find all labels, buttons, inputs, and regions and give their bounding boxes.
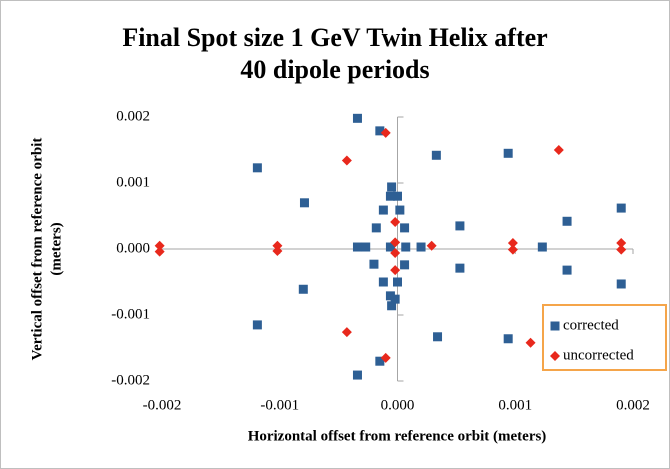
point (352, 370, 362, 380)
point (390, 216, 401, 227)
point (380, 127, 391, 138)
point (395, 205, 405, 215)
point (503, 334, 513, 344)
point (371, 223, 381, 233)
point (385, 242, 395, 252)
point (299, 198, 309, 208)
point (375, 126, 385, 136)
y-tick-label: 0.000 (116, 240, 150, 256)
point (416, 242, 426, 252)
point (352, 242, 362, 252)
x-tick-label: 0.001 (498, 397, 532, 413)
point (400, 260, 410, 270)
point (375, 356, 385, 366)
point (154, 246, 165, 257)
x-tick-label: -0.001 (260, 397, 299, 413)
point (298, 284, 308, 294)
point (387, 182, 397, 192)
chart-subtitle: 40 dipole periods (240, 55, 429, 84)
point (361, 242, 371, 252)
point (616, 238, 627, 249)
point (507, 238, 518, 249)
point (393, 277, 402, 287)
y-axis-label: Vertical offset from reference orbit (29, 138, 45, 361)
y-tick-label: 0.001 (116, 174, 150, 190)
point (252, 163, 262, 173)
point (272, 245, 283, 256)
point (553, 145, 564, 155)
point (393, 191, 402, 201)
point (390, 294, 400, 304)
point (562, 265, 572, 275)
point (455, 263, 465, 273)
point (537, 242, 547, 252)
legend-swatch (550, 321, 560, 331)
point (272, 240, 283, 251)
x-axis-label: Horizontal offset from reference orbit (… (248, 428, 547, 444)
x-tick-label: 0.002 (616, 397, 650, 413)
point (387, 301, 397, 311)
point (380, 352, 391, 363)
point (385, 191, 395, 201)
x-tick-label: -0.002 (143, 397, 182, 413)
point (400, 223, 410, 233)
legend-swatch (550, 351, 560, 361)
legend-box (542, 304, 667, 371)
point (503, 148, 513, 158)
point (616, 203, 626, 213)
point (431, 150, 441, 160)
point (433, 332, 443, 342)
point (455, 221, 465, 231)
chart-title: Final Spot size 1 GeV Twin Helix after (122, 23, 547, 52)
point (369, 259, 379, 269)
point (562, 216, 572, 226)
point (154, 240, 165, 251)
point (341, 155, 352, 166)
point (525, 337, 536, 348)
point (390, 237, 401, 248)
point (390, 265, 401, 276)
point (252, 320, 262, 330)
y-axis-label: (meters) (48, 222, 64, 275)
point (401, 242, 411, 252)
point (616, 279, 626, 289)
legend-label: uncorrected (563, 347, 634, 363)
legend-label: corrected (563, 317, 619, 333)
point (616, 244, 627, 255)
y-tick-label: -0.001 (111, 306, 150, 322)
point (385, 291, 395, 301)
point (341, 327, 352, 338)
y-tick-label: 0.002 (116, 108, 150, 124)
y-tick-label: -0.002 (111, 372, 150, 388)
point (390, 247, 401, 258)
point (378, 277, 388, 287)
point (426, 240, 437, 251)
point (507, 244, 518, 255)
point (378, 205, 388, 215)
point (352, 113, 362, 123)
x-tick-label: 0.000 (381, 397, 415, 413)
